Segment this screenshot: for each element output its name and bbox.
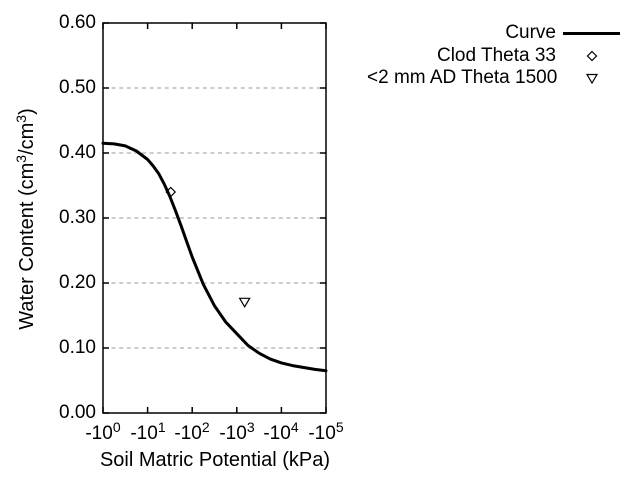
legend-label-clod-theta-33: Clod Theta 33 <box>436 44 556 66</box>
x-tick-label: -104 <box>249 419 313 445</box>
x-tick-label: -102 <box>160 419 224 445</box>
plot-border <box>102 22 327 414</box>
x-axis-title: Soil Matric Potential (kPa) <box>99 449 331 471</box>
y-tick-label: 0.50 <box>59 77 96 98</box>
x-tick-exponent: 3 <box>246 419 255 435</box>
x-tick-base: -10 <box>85 423 113 444</box>
y-tick-label: 0.00 <box>59 402 96 423</box>
y-tick-label: 0.40 <box>59 142 96 163</box>
x-tick-exponent: 2 <box>201 419 210 435</box>
x-tick-base: -10 <box>263 423 291 444</box>
y-axis-title-text: Water Content (cm <box>16 162 38 330</box>
y-axis-title-superscript: 3 <box>13 154 29 163</box>
x-tick-label: -100 <box>71 419 135 445</box>
legend-label-curve: Curve <box>505 22 556 44</box>
x-tick-exponent: 0 <box>112 419 121 435</box>
x-tick-exponent: 4 <box>290 419 299 435</box>
legend-label-ad-theta-1500: <2 mm AD Theta 1500 <box>367 67 558 89</box>
retention-curve <box>101 141 328 373</box>
y-tick-label: 0.30 <box>59 207 96 228</box>
x-tick-label: -103 <box>205 419 269 445</box>
y-axis-title-superscript: 3 <box>13 114 29 123</box>
x-tick-base: -10 <box>174 423 202 444</box>
x-tick-exponent: 5 <box>335 419 344 435</box>
curve-line-sample-icon <box>556 31 627 35</box>
y-tick-label: 0.10 <box>59 337 96 358</box>
x-tick-base: -10 <box>219 423 247 444</box>
x-tick-exponent: 1 <box>157 419 166 435</box>
ad-theta-1500-marker <box>238 297 251 308</box>
y-tick-label: 0.20 <box>59 272 96 293</box>
x-tick-label: -101 <box>116 419 180 445</box>
y-axis-title-text: /cm <box>16 122 38 155</box>
triangle-down-marker-icon <box>557 72 627 85</box>
legend: Curve Clod Theta 33 <2 mm AD Theta 1500 <box>367 22 627 90</box>
line-sample <box>563 31 620 35</box>
diamond-marker-icon <box>556 50 627 62</box>
x-tick-base: -10 <box>308 423 336 444</box>
legend-entry-clod-theta-33: Clod Theta 33 <box>367 45 627 68</box>
y-tick-label: 0.60 <box>59 12 96 33</box>
legend-entry-curve: Curve <box>367 22 627 45</box>
clod-theta-33-marker <box>165 186 177 198</box>
x-tick-base: -10 <box>130 423 158 444</box>
y-axis-title-text: ) <box>16 108 38 115</box>
x-tick-label: -105 <box>294 419 358 445</box>
legend-entry-ad-theta-1500: <2 mm AD Theta 1500 <box>367 67 627 90</box>
